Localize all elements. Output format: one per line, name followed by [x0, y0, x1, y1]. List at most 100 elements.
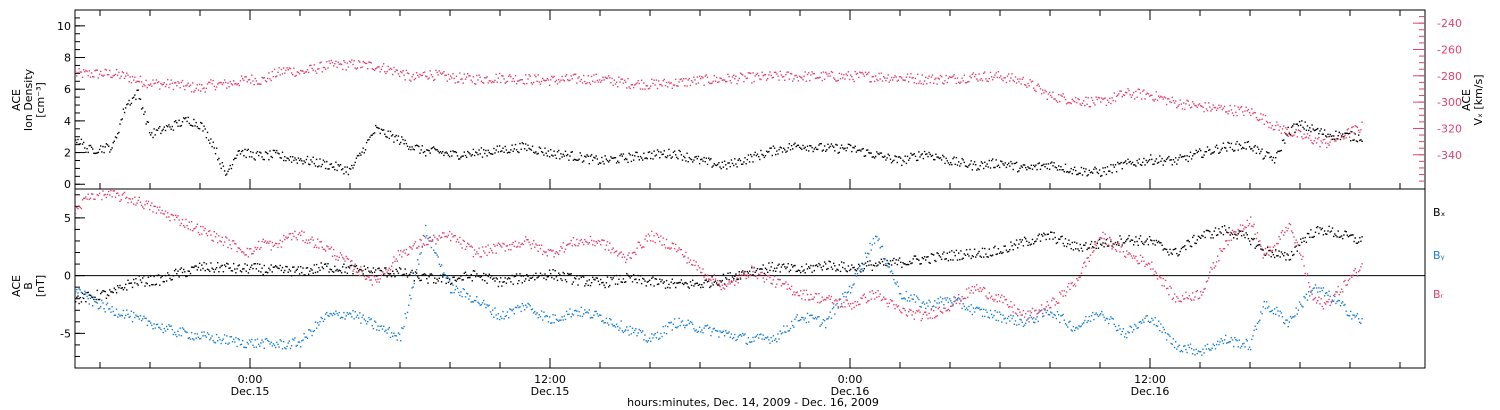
- by-series-point: [150, 322, 152, 324]
- bz-series-point: [371, 284, 373, 286]
- density-series-point: [876, 151, 878, 153]
- by-series-point: [361, 316, 363, 319]
- density-series-point: [339, 164, 342, 166]
- bz-series-point: [122, 192, 125, 195]
- density-series-point: [214, 153, 217, 155]
- density-series-point: [96, 152, 98, 154]
- bz-series-point: [176, 216, 178, 218]
- by-series-point: [1323, 295, 1326, 297]
- by-series-point: [506, 311, 509, 313]
- bx-series-point: [1092, 246, 1094, 248]
- by-series-point: [970, 304, 972, 306]
- bz-series-point: [445, 235, 447, 238]
- by-series-point: [1201, 354, 1203, 356]
- vx-series-point: [731, 76, 734, 78]
- density-series-point: [1231, 148, 1234, 151]
- bx-series-point: [646, 281, 648, 283]
- density-series-point: [583, 160, 585, 162]
- vx-series-point: [1236, 114, 1238, 117]
- vx-series-point: [689, 84, 692, 87]
- vx-series-point: [738, 77, 740, 80]
- bz-series-point: [325, 250, 327, 252]
- vx-series-point: [413, 78, 415, 81]
- vx-series-point: [218, 82, 220, 84]
- density-series-point: [730, 159, 733, 161]
- bz-series-point: [226, 237, 228, 239]
- bx-series-point: [131, 286, 134, 289]
- density-series-point: [963, 161, 965, 164]
- bx-series-point: [258, 270, 260, 272]
- vx-series-point: [169, 83, 171, 85]
- bx-series-point: [1235, 234, 1237, 236]
- by-series-point: [484, 303, 486, 305]
- by-series-point: [843, 295, 845, 298]
- density-series-point: [1236, 140, 1238, 143]
- by-series-point: [1006, 317, 1009, 320]
- density-series-point: [577, 159, 579, 161]
- bx-series-point: [351, 264, 353, 267]
- bx-series-point: [384, 267, 386, 269]
- density-series-point: [229, 164, 231, 167]
- vx-series-point: [740, 73, 743, 75]
- by-series-point: [452, 284, 454, 286]
- by-series-point: [812, 317, 814, 319]
- vx-series-point: [642, 88, 644, 90]
- density-series-point: [1043, 163, 1045, 165]
- vx-series-point: [1010, 77, 1012, 79]
- by-series-point: [514, 306, 517, 309]
- vx-series-point: [1102, 98, 1104, 101]
- by-series-point: [1353, 314, 1355, 316]
- bx-series-point: [467, 277, 469, 279]
- bx-series-point: [418, 277, 420, 280]
- by-series-point: [942, 298, 944, 300]
- vx-series-point: [146, 86, 148, 89]
- vx-series-point: [742, 74, 744, 76]
- bx-series-point: [863, 268, 865, 270]
- vx-series-point: [713, 74, 715, 77]
- density-series-point: [451, 155, 453, 157]
- density-series-point: [289, 156, 292, 158]
- vx-series-point: [1125, 91, 1127, 94]
- vx-series-point: [396, 69, 398, 72]
- vx-series-point: [879, 78, 881, 80]
- vx-series-point: [1263, 123, 1265, 125]
- density-series-point: [614, 157, 617, 159]
- by-series-point: [910, 294, 912, 296]
- by-series-point: [1197, 350, 1200, 352]
- vx-series-point: [703, 84, 705, 86]
- bx-series-point: [1275, 249, 1277, 251]
- by-series-point: [477, 301, 479, 303]
- vx-series-point: [694, 79, 696, 81]
- bx-series-point: [1212, 237, 1214, 239]
- bx-series-point: [80, 301, 83, 303]
- density-series-point: [627, 161, 629, 163]
- bx-series-point: [1073, 241, 1076, 243]
- density-series-point: [310, 159, 312, 161]
- by-series-point: [805, 321, 808, 324]
- bx-series-point: [1330, 230, 1333, 232]
- by-series-point: [296, 344, 298, 347]
- bx-series-point: [111, 291, 113, 293]
- vx-series-point: [528, 74, 530, 76]
- bx-series-point: [967, 253, 969, 255]
- by-series-point: [793, 326, 795, 328]
- density-series-point: [136, 89, 138, 91]
- vx-series-point: [210, 79, 212, 81]
- density-series-point: [1192, 155, 1194, 157]
- by-series-point: [945, 299, 947, 301]
- bx-series-point: [965, 249, 968, 251]
- vx-series-point: [510, 76, 512, 78]
- bx-series-point: [780, 266, 783, 268]
- by-series-point: [159, 327, 161, 329]
- by-series-point: [671, 329, 673, 331]
- density-series-point: [970, 160, 972, 162]
- by-series-point: [297, 341, 300, 343]
- vx-series-point: [1160, 95, 1162, 97]
- by-series-point: [713, 327, 715, 330]
- vx-series-point: [756, 72, 759, 75]
- vx-series-point: [793, 78, 795, 80]
- bz-series-point: [389, 269, 392, 271]
- vx-series-point: [275, 76, 277, 78]
- vx-series-point: [525, 74, 527, 76]
- bx-series-point: [535, 272, 537, 274]
